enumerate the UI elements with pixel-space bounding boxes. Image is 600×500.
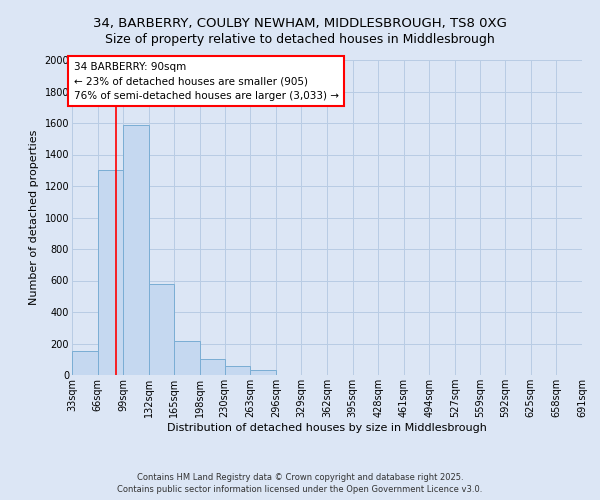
Bar	[149, 284, 175, 375]
Bar	[72, 352, 98, 375]
Bar	[98, 170, 123, 375]
Bar	[224, 366, 250, 375]
Bar	[175, 341, 200, 375]
Text: Contains HM Land Registry data © Crown copyright and database right 2025.: Contains HM Land Registry data © Crown c…	[137, 472, 463, 482]
Text: 34 BARBERRY: 90sqm
← 23% of detached houses are smaller (905)
76% of semi-detach: 34 BARBERRY: 90sqm ← 23% of detached hou…	[74, 62, 338, 101]
Text: Contains public sector information licensed under the Open Government Licence v3: Contains public sector information licen…	[118, 485, 482, 494]
Bar	[200, 359, 226, 375]
X-axis label: Distribution of detached houses by size in Middlesbrough: Distribution of detached houses by size …	[167, 423, 487, 433]
Text: Size of property relative to detached houses in Middlesbrough: Size of property relative to detached ho…	[105, 32, 495, 46]
Bar	[250, 370, 276, 375]
Y-axis label: Number of detached properties: Number of detached properties	[29, 130, 39, 305]
Bar	[123, 124, 149, 375]
Text: 34, BARBERRY, COULBY NEWHAM, MIDDLESBROUGH, TS8 0XG: 34, BARBERRY, COULBY NEWHAM, MIDDLESBROU…	[93, 18, 507, 30]
